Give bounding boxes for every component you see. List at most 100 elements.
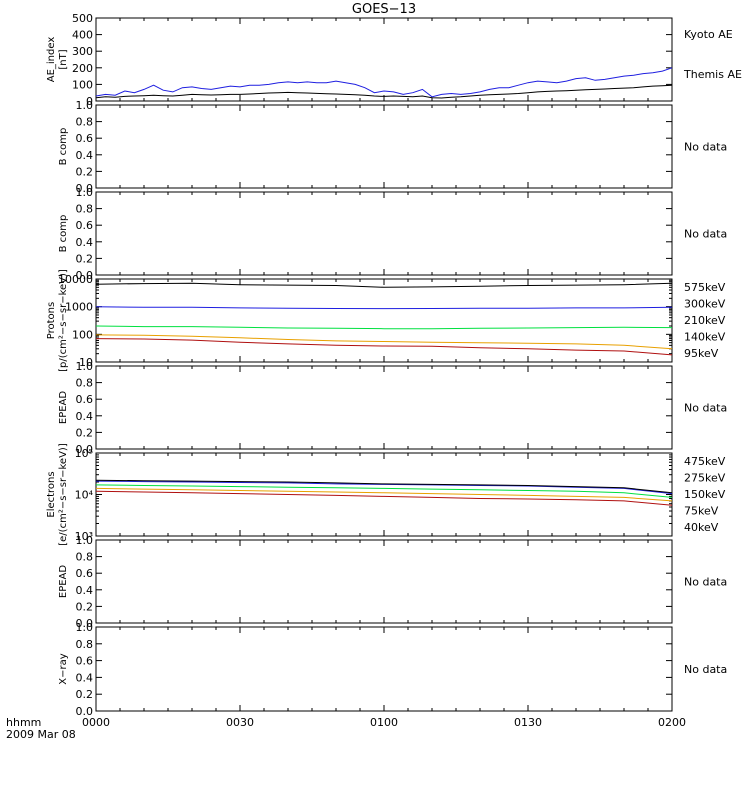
- y-axis-label-line: Protons: [46, 302, 57, 339]
- y-tick-label: 0.4: [76, 236, 94, 249]
- y-tick-label: 0.0: [76, 269, 94, 282]
- y-tick-label: 0.4: [76, 410, 94, 423]
- legend-entry: 75keV: [684, 505, 719, 518]
- y-tick-label: 0.8: [76, 377, 94, 390]
- y-tick-label: 0.4: [76, 149, 94, 162]
- panel-frame: [95, 452, 673, 537]
- series-line-475kev: [95, 490, 673, 506]
- panel-electrons: 10³ 10⁴ 10⁵ Electrons [e/(cm²−s−sr−keV)] 475k…: [46, 443, 726, 546]
- y-tick-label: 0: [86, 95, 93, 108]
- panel-frame: [95, 104, 673, 189]
- y-axis-label: AE_index [nT]: [46, 37, 69, 83]
- no-data-label: No data: [684, 663, 727, 676]
- y-tick-label: 200: [72, 62, 93, 75]
- y-tick-label: 0.8: [76, 203, 94, 216]
- y-tick-label: 100: [72, 328, 93, 341]
- x-tick-label: 0130: [514, 716, 542, 729]
- series-line-140kev: [95, 306, 673, 310]
- y-tick-label: 1.0: [76, 99, 94, 112]
- y-axis-label-line: Electrons: [46, 471, 57, 517]
- y-tick-label: 1.0: [76, 621, 94, 634]
- y-axis-label-line: B comp: [58, 128, 69, 166]
- y-tick-label: 0.4: [76, 671, 94, 684]
- no-data-label: No data: [684, 141, 727, 154]
- series-line-575kev: [95, 338, 673, 356]
- plot-title: GOES−13: [352, 2, 416, 17]
- y-tick-label: 0.0: [76, 617, 94, 630]
- panel-xray: 0.0 0.2 0.4 0.6 0.8 1.0 X−ray No data: [58, 621, 727, 718]
- y-tick-label: 1.0: [76, 360, 94, 373]
- no-data-label: No data: [684, 576, 727, 589]
- legend-entry: 150keV: [684, 488, 726, 501]
- y-tick-label: 500: [72, 12, 93, 25]
- y-tick-label: 10³: [75, 530, 93, 543]
- y-tick-label: 0.2: [76, 426, 94, 439]
- series-line-210kev: [95, 325, 673, 330]
- y-tick-label: 1.0: [76, 186, 94, 199]
- y-tick-label: 400: [72, 29, 93, 42]
- panel-bcomp2: 0.0 0.2 0.4 0.6 0.8 1.0 B comp No data: [58, 186, 727, 282]
- legend-entry: 210keV: [684, 314, 726, 327]
- x-axis: 0000 0030 0100 0130 0200: [82, 716, 686, 729]
- y-axis-label: EPEAD: [58, 565, 69, 599]
- series-line-kyoto-ae: [95, 67, 673, 98]
- y-tick-label: 0.6: [76, 219, 94, 232]
- y-tick-label: 0.0: [76, 443, 94, 456]
- no-data-label: No data: [684, 228, 727, 241]
- series-line-95kev: [95, 282, 673, 288]
- y-axis-label-line: EPEAD: [58, 565, 69, 599]
- y-axis-label-line: EPEAD: [58, 391, 69, 425]
- y-tick-label: 0.6: [76, 132, 94, 145]
- x-tick-label: 0100: [370, 716, 398, 729]
- legend-entry: 275keV: [684, 472, 726, 485]
- y-tick-label: 1000: [65, 301, 93, 314]
- x-tick-label: 0030: [226, 716, 254, 729]
- y-tick-label: 0.4: [76, 584, 94, 597]
- y-axis-label-line: [p/(cm²−s−sr−keV)]: [58, 269, 69, 372]
- series-line-275kev: [95, 487, 673, 502]
- y-tick-label: 0.2: [76, 688, 94, 701]
- no-data-label: No data: [684, 402, 727, 415]
- y-axis-label-line: [e/(cm²−s−sr−keV)]: [58, 443, 69, 546]
- panel-frame: [95, 539, 673, 624]
- y-tick-label: 300: [72, 45, 93, 58]
- x-axis-date: 2009 Mar 08: [6, 728, 76, 741]
- y-tick-label: 1.0: [76, 534, 94, 547]
- y-tick-label: 10⁵: [75, 447, 93, 460]
- y-tick-label: 0.0: [76, 182, 94, 195]
- y-tick-label: 0.8: [76, 551, 94, 564]
- x-tick-label: 0200: [658, 716, 686, 729]
- y-axis-label-line: X−ray: [58, 653, 69, 684]
- y-tick-label: 0.2: [76, 165, 94, 178]
- y-tick-label: 0.6: [76, 655, 94, 668]
- y-tick-label: 0.6: [76, 393, 94, 406]
- legend-entry: 140keV: [684, 331, 726, 344]
- legend-entry: 475keV: [684, 455, 726, 468]
- legend-entry: 300keV: [684, 298, 726, 311]
- panel-frame: [95, 17, 673, 102]
- y-axis-label: B comp: [58, 128, 69, 166]
- legend-entry: Themis AE: [683, 68, 742, 81]
- series-line-40kev: [95, 479, 673, 494]
- panel-frame: [95, 191, 673, 276]
- y-tick-label: 0.0: [76, 705, 94, 718]
- y-tick-label: 10⁴: [75, 489, 94, 502]
- y-axis-label: Protons [p/(cm²−s−sr−keV)]: [46, 269, 69, 372]
- y-tick-label: 0.2: [76, 252, 94, 265]
- y-tick-label: 10: [79, 356, 93, 369]
- y-tick-label: 0.6: [76, 567, 94, 580]
- legend-entry: 40keV: [684, 521, 719, 534]
- panel-frame: [95, 278, 673, 363]
- panel-epead1: 0.0 0.2 0.4 0.6 0.8 1.0 EPEAD No data: [58, 360, 727, 456]
- y-tick-label: 10000: [58, 273, 93, 286]
- panel-frame: [95, 626, 673, 712]
- series-line-75kev: [95, 480, 673, 495]
- y-axis-label: Electrons [e/(cm²−s−sr−keV)]: [46, 443, 69, 546]
- y-axis-label: B comp: [58, 215, 69, 253]
- legend-entry: Kyoto AE: [684, 28, 733, 41]
- y-tick-label: 100: [72, 78, 93, 91]
- y-axis-label: EPEAD: [58, 391, 69, 425]
